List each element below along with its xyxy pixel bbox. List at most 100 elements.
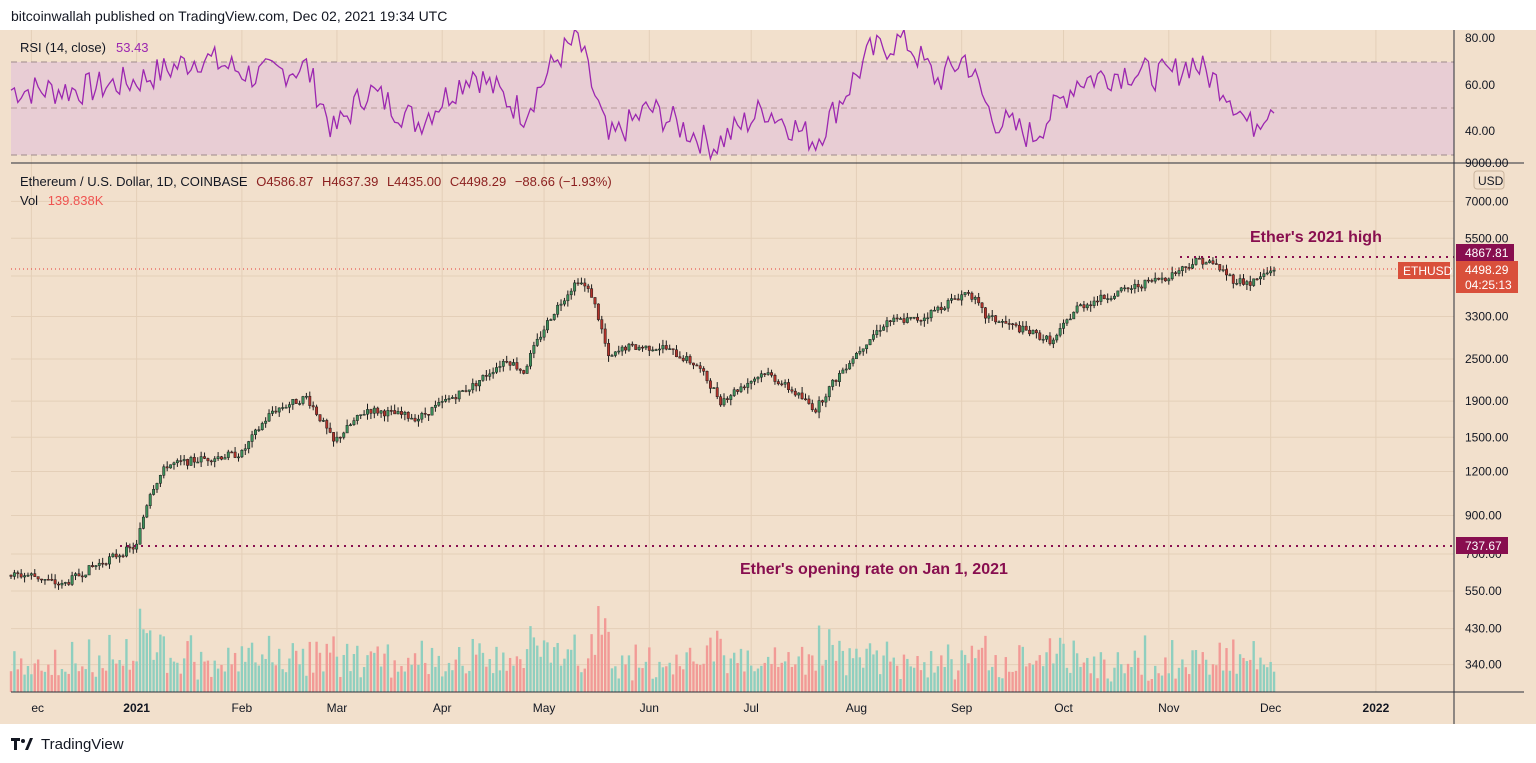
volume-bar xyxy=(1106,678,1109,692)
candle xyxy=(990,315,994,317)
candle xyxy=(1041,338,1045,341)
volume-bar xyxy=(13,651,16,692)
volume-bar xyxy=(634,644,637,692)
candle xyxy=(967,292,970,294)
volume-bar xyxy=(362,667,366,692)
volume-bar xyxy=(1021,646,1024,692)
volume-bar xyxy=(118,659,121,692)
candle xyxy=(1228,274,1232,277)
candle xyxy=(345,425,349,434)
candle xyxy=(332,432,335,442)
volume-bar xyxy=(1011,671,1014,692)
volume-bar xyxy=(199,651,203,692)
volume-bar xyxy=(811,655,814,692)
volume-bar xyxy=(766,656,770,692)
volume-bar xyxy=(777,666,780,692)
candle xyxy=(973,297,977,300)
time-axis-label: 2022 xyxy=(1363,701,1390,715)
volume-bar xyxy=(909,666,912,692)
price-tick-label: 5500.00 xyxy=(1465,231,1509,245)
candle xyxy=(237,456,240,459)
currency-badge-box[interactable] xyxy=(1473,170,1505,190)
candle xyxy=(491,371,495,375)
volume-bar xyxy=(9,671,13,692)
candle xyxy=(427,413,431,416)
candle xyxy=(366,409,369,415)
volume-bar xyxy=(617,678,620,692)
volume-bar xyxy=(590,634,593,692)
candle xyxy=(1034,330,1038,334)
volume-bar xyxy=(481,652,485,692)
volume-bar xyxy=(349,671,352,692)
candle xyxy=(383,410,386,417)
volume-bar xyxy=(943,667,946,692)
candle xyxy=(104,563,108,565)
volume-bar xyxy=(77,671,81,692)
candle xyxy=(882,326,886,331)
candle xyxy=(43,579,47,581)
candle xyxy=(841,369,845,374)
volume-bar xyxy=(716,630,719,692)
volume-bar xyxy=(790,666,794,692)
candle xyxy=(661,345,665,350)
candle xyxy=(23,575,27,578)
volume-bar xyxy=(1164,657,1167,692)
countdown: 04:25:13 xyxy=(1465,278,1512,292)
candle xyxy=(1259,276,1262,280)
volume-bar xyxy=(665,666,668,692)
volume-bar xyxy=(1120,664,1123,692)
volume-bar xyxy=(84,669,87,692)
candle xyxy=(1174,272,1178,274)
volume-bar xyxy=(332,636,335,692)
volume-bar xyxy=(607,631,610,692)
high-marker: 4867.81 xyxy=(1465,246,1509,260)
candle xyxy=(1201,258,1205,265)
chart-area[interactable]: RSI (14, close) 53.43 80.00 60.00 40.00 … xyxy=(0,30,1536,724)
volume-bar xyxy=(865,648,868,692)
volume-bar xyxy=(1266,667,1269,692)
volume-bar xyxy=(284,672,288,692)
candle xyxy=(189,457,193,466)
time-axis-label: Sep xyxy=(951,701,973,715)
volume-bar xyxy=(70,641,74,692)
volume-bar xyxy=(957,670,960,692)
volume-bar xyxy=(1232,639,1235,692)
volume-bar xyxy=(845,675,848,692)
candle xyxy=(179,460,183,462)
footer-brand[interactable]: TradingView xyxy=(41,735,124,753)
candle xyxy=(270,410,274,414)
volume-bar xyxy=(40,670,43,692)
candle xyxy=(671,348,675,351)
candle xyxy=(97,562,101,566)
candle xyxy=(1024,325,1028,331)
candle xyxy=(16,572,20,575)
volume-bar xyxy=(508,657,512,692)
candle xyxy=(243,448,247,451)
candle xyxy=(596,303,600,320)
volume-bar xyxy=(1038,655,1041,692)
candle xyxy=(508,361,512,366)
volume-bar xyxy=(838,640,841,692)
volume-bar xyxy=(447,662,451,692)
volume-bar xyxy=(1014,670,1018,692)
volume-bar xyxy=(488,659,491,692)
candle xyxy=(437,402,441,406)
volume-bar xyxy=(743,671,746,692)
candle xyxy=(970,292,974,300)
candle xyxy=(590,288,594,298)
candle xyxy=(515,362,519,370)
price-tick-label: 9000.00 xyxy=(1465,156,1509,170)
volume-bar xyxy=(542,640,546,692)
footer[interactable]: TradingView xyxy=(11,734,124,754)
candle xyxy=(1082,304,1086,309)
candle xyxy=(1102,294,1106,300)
volume-bar xyxy=(1045,652,1048,692)
candle xyxy=(264,420,268,424)
candle xyxy=(1170,272,1174,280)
candle xyxy=(1252,278,1256,286)
candle xyxy=(773,374,777,382)
candle xyxy=(1099,294,1103,302)
candle xyxy=(664,345,668,350)
candle xyxy=(919,320,923,322)
currency-badge[interactable]: USD xyxy=(1478,174,1504,188)
